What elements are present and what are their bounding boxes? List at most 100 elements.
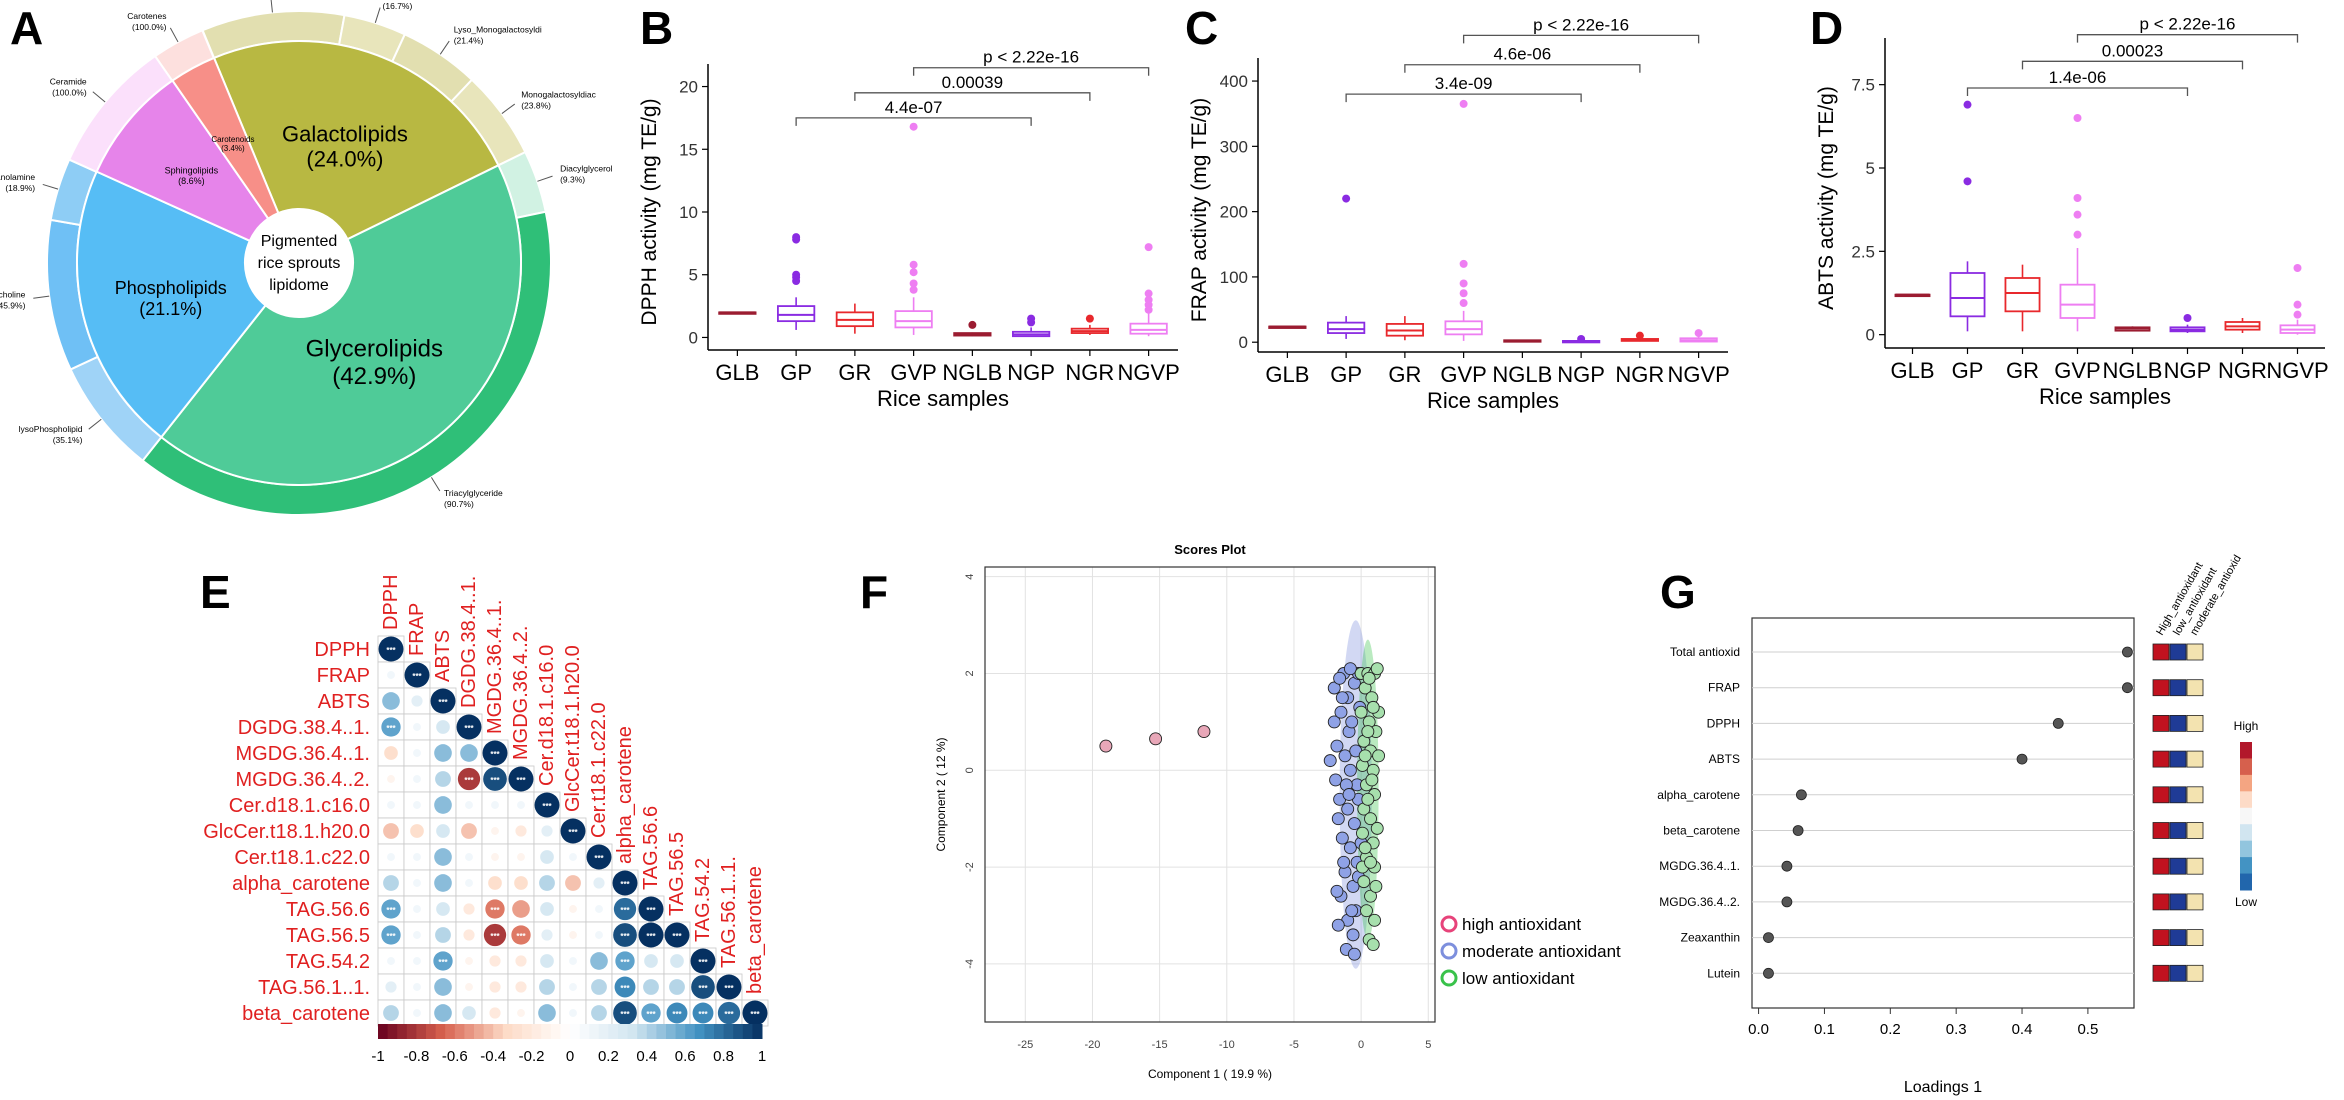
corr-dot-14-11 <box>666 1002 688 1024</box>
corr-star-5-5: *** <box>516 776 526 785</box>
panel-label-g: G <box>1660 566 1696 618</box>
corr-colorbar-tick-10: 1 <box>758 1048 766 1065</box>
scores-point-2-20 <box>1357 875 1371 889</box>
frap-box-3 <box>1444 320 1483 336</box>
dpph-xtick-label-0: GLB <box>715 360 759 385</box>
outer-label-pct-8: (18.9%) <box>5 183 35 193</box>
inner-label-pct-2: (21.1%) <box>139 299 202 319</box>
loadings-plot: Total antioxid FRAP DPPH ABTS alpha_carotene… <box>1657 553 2258 1096</box>
scores-point-1-0 <box>1327 715 1341 729</box>
loadings-row-label-2: DPPH <box>1707 716 1740 730</box>
corr-dot-8-6 <box>540 850 554 864</box>
loadings-heat-cell-7-2 <box>2186 893 2204 911</box>
loadings-dot-0 <box>2122 646 2133 658</box>
corr-dot-9-7 <box>565 875 581 891</box>
corr-dot-13-7 <box>569 983 577 991</box>
corr-star-11-5: *** <box>516 932 526 941</box>
loadings-xtick-label-2: 0.2 <box>1880 1021 1901 1038</box>
corr-colorbar-seg-24 <box>608 1024 619 1039</box>
corr-colorbar-seg-37 <box>733 1024 744 1039</box>
dpph-xtick-label-4: NGLB <box>942 360 1002 385</box>
sunburst-center <box>245 209 353 317</box>
corr-dot-4-3 <box>460 744 478 762</box>
scores-point-1-31 <box>1335 691 1349 705</box>
frap-outlier-3-2 <box>1459 279 1468 288</box>
corr-colorbar-seg-23 <box>598 1024 609 1039</box>
scores-point-1-16 <box>1346 880 1360 893</box>
scores-point-2-28 <box>1361 725 1375 739</box>
corr-star-13-9: *** <box>620 984 630 993</box>
scores-point-2-27 <box>1370 821 1384 835</box>
corr-col-label-11: TAG.56.5 <box>666 832 688 916</box>
scores-legend-label-1: moderate antioxidant <box>1462 942 1621 961</box>
outer-label-leader-4 <box>537 175 553 182</box>
scores-legend-marker-1 <box>1440 942 1458 960</box>
frap-xtick-label-4: NGLB <box>1492 362 1552 387</box>
corr-dot-12-1 <box>413 957 421 965</box>
corr-star-9-9: *** <box>620 880 630 889</box>
corr-dot-7-3 <box>461 823 477 839</box>
corr-row-label-12: TAG.54.2 <box>286 951 370 973</box>
corr-colorbar-seg-7 <box>445 1024 456 1039</box>
outer-label-name-2: Lyso_Monogalactosyldi <box>454 24 542 34</box>
corr-dot-7-0 <box>383 823 399 839</box>
corr-dot-6-6 <box>534 792 560 818</box>
corr-dot-9-5 <box>514 876 528 890</box>
corr-dot-13-10 <box>643 979 659 995</box>
scores-point-1-27 <box>1331 812 1345 826</box>
corr-dot-7-7 <box>560 818 586 844</box>
corr-dot-13-0 <box>385 981 397 993</box>
loadings-row-label-9: Lutein <box>1707 966 1740 980</box>
corr-star-6-6: *** <box>542 802 552 811</box>
abts-outlier-5-0 <box>2183 314 2192 322</box>
dpph-xtick-label-3: GVP <box>890 360 936 385</box>
corr-colorbar-tick-4: -0.2 <box>519 1048 545 1065</box>
corr-dot-11-6 <box>541 929 553 941</box>
corr-star-14-13: *** <box>724 1010 734 1019</box>
outer-label-leader-3 <box>501 103 516 114</box>
corr-star-0-0: *** <box>386 646 396 655</box>
corr-dot-10-0 <box>381 899 401 919</box>
scores-point-2-30 <box>1365 773 1379 787</box>
corr-dot-4-4 <box>482 740 508 766</box>
corr-dot-3-2 <box>436 720 450 734</box>
loadings-row-label-6: MGDG.36.4..1. <box>1659 859 1740 873</box>
corr-colorbar-seg-28 <box>646 1024 657 1039</box>
abts-outlier-3-2 <box>2073 194 2082 202</box>
corr-colorbar-seg-39 <box>752 1024 763 1039</box>
frap-xtick-label-6: NGR <box>1615 362 1664 387</box>
panel-label-d: D <box>1810 2 1843 54</box>
corr-dot-9-0 <box>383 875 399 891</box>
corr-dot-11-9 <box>613 923 637 947</box>
corr-dot-9-6 <box>539 875 555 891</box>
scores-point-2-31 <box>1372 749 1386 763</box>
corr-dot-11-0 <box>381 925 401 945</box>
scores-point-2-5 <box>1354 705 1368 719</box>
corr-dot-10-5 <box>512 900 530 918</box>
abts-outlier-1-0 <box>1963 177 1972 186</box>
corr-dot-8-3 <box>465 853 473 861</box>
loadings-dot-4 <box>1795 789 1807 801</box>
corr-star-4-4: *** <box>490 750 500 759</box>
frap-bracket-1 <box>1404 64 1641 73</box>
corr-colorbar-seg-35 <box>714 1024 725 1039</box>
corr-colorbar-seg-11 <box>483 1024 494 1039</box>
corr-colorbar-seg-10 <box>474 1024 485 1039</box>
corr-star-14-10: *** <box>646 1010 656 1019</box>
corr-cell-4-0 <box>377 739 405 767</box>
inner-segment-2 <box>76 170 267 439</box>
scores-point-1-42 <box>1331 918 1345 932</box>
loadings-heat-cell-0-1 <box>2169 643 2187 661</box>
corr-row-label-5: MGDG.36.4..2. <box>236 769 371 791</box>
abts-outlier-7-2 <box>2293 264 2302 272</box>
scores-ytick-2: 0 <box>964 767 976 773</box>
scores-point-1-26 <box>1343 662 1357 676</box>
corr-star-3-3: *** <box>464 724 474 733</box>
corr-col-label-13: TAG.56.1..1. <box>718 856 740 968</box>
abts-ytick-label-3: 7.5 <box>1851 76 1875 95</box>
corr-colorbar-seg-5 <box>426 1024 437 1039</box>
loadings-gradient-seg-0 <box>2240 742 2252 759</box>
abts-outlier-3-1 <box>2073 210 2082 219</box>
scores-point-2-22 <box>1360 904 1373 918</box>
corr-colorbar-seg-0 <box>378 1024 389 1039</box>
